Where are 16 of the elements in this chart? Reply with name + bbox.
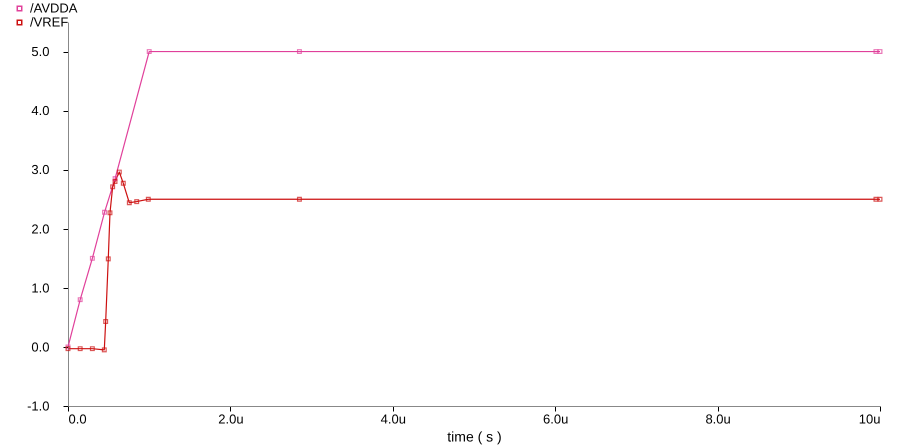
y-tick-label: 2.0 [31,221,50,236]
x-tick-label: 8.0u [705,412,731,426]
y-tick-label: 1.0 [31,280,50,296]
legend-label: /VREF [30,14,68,30]
y-tick-label: 0.0 [31,339,50,354]
y-tick-label: -1.0 [27,398,50,414]
legend-label: /AVDDA [30,0,78,16]
y-tick-label: 4.0 [31,103,50,118]
x-tick-label: 6.0u [543,412,568,426]
x-tick-label: 0.0 [68,412,87,426]
x-axis-title: time ( s ) [447,428,502,444]
y-tick-label: 3.0 [31,162,50,178]
x-tick-label: 2.0u [218,412,244,426]
y-tick-label: 5.0 [31,44,50,60]
x-tick-label: 10u [858,412,880,426]
x-tick-label: 4.0u [380,412,406,426]
